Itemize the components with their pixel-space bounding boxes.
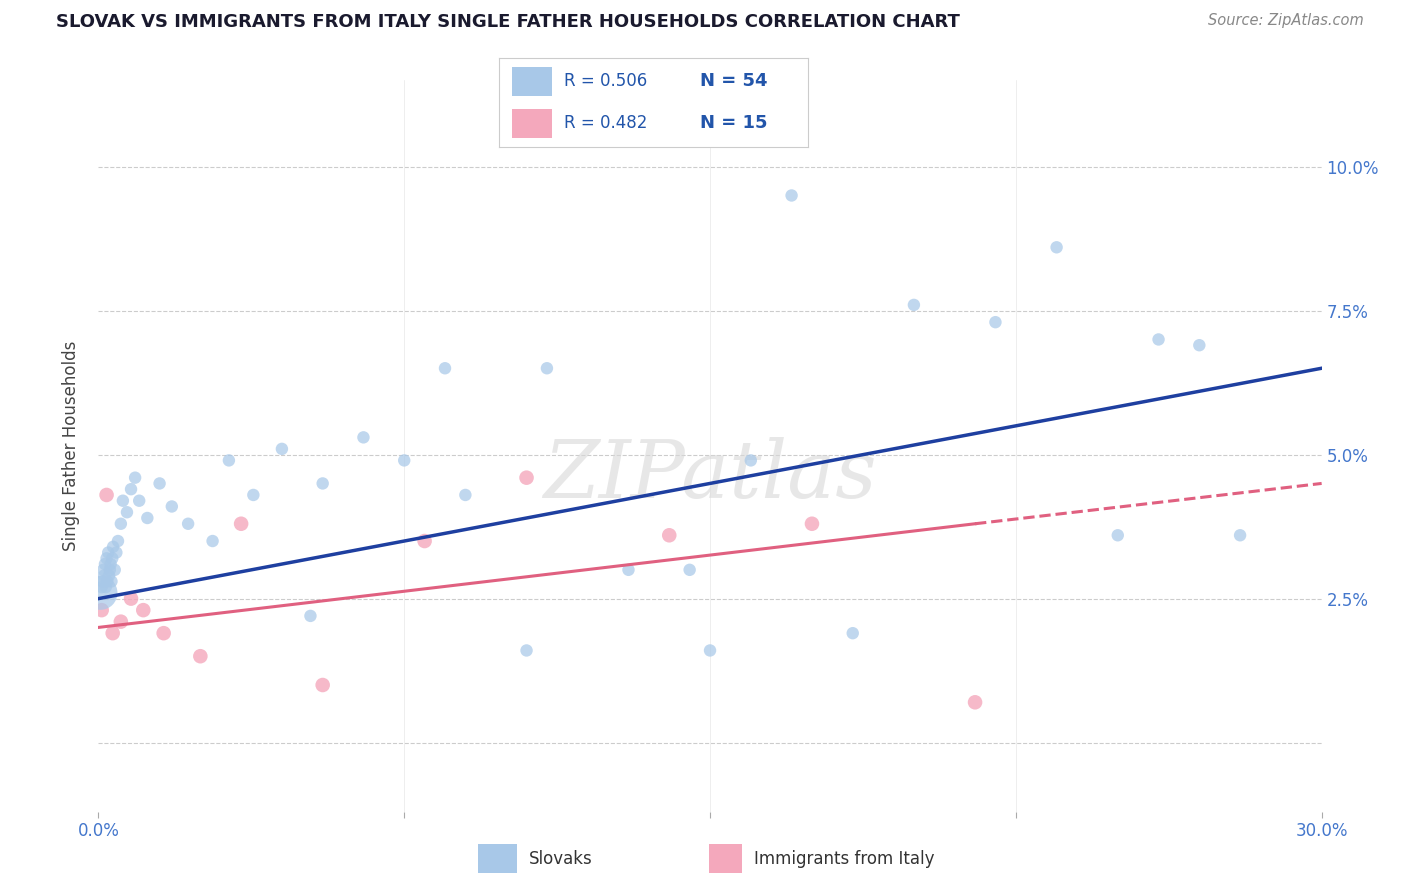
Point bbox=[312, 678, 335, 692]
Point bbox=[93, 568, 115, 582]
Point bbox=[516, 643, 538, 657]
Point bbox=[152, 626, 174, 640]
Point bbox=[536, 361, 558, 376]
Point bbox=[188, 649, 212, 664]
Point bbox=[96, 488, 118, 502]
Point bbox=[149, 476, 172, 491]
Point bbox=[98, 563, 121, 577]
Point bbox=[101, 551, 124, 566]
Point bbox=[110, 615, 132, 629]
Point bbox=[91, 563, 114, 577]
Point bbox=[1045, 240, 1069, 254]
Point bbox=[90, 580, 112, 594]
Point bbox=[270, 442, 294, 456]
Point bbox=[115, 505, 138, 519]
Point bbox=[965, 695, 987, 709]
Text: Source: ZipAtlas.com: Source: ZipAtlas.com bbox=[1208, 13, 1364, 29]
Point bbox=[100, 574, 122, 589]
Point bbox=[903, 298, 925, 312]
FancyBboxPatch shape bbox=[512, 109, 551, 138]
FancyBboxPatch shape bbox=[512, 67, 551, 96]
Text: N = 54: N = 54 bbox=[700, 72, 768, 90]
Point bbox=[94, 580, 117, 594]
Point bbox=[120, 591, 142, 606]
Point bbox=[433, 361, 456, 376]
Point bbox=[104, 563, 127, 577]
Point bbox=[132, 603, 155, 617]
Text: N = 15: N = 15 bbox=[700, 114, 768, 132]
Point bbox=[740, 453, 762, 467]
Point bbox=[413, 534, 436, 549]
Point bbox=[658, 528, 681, 542]
Point bbox=[299, 608, 322, 623]
Point bbox=[1147, 333, 1170, 347]
Point bbox=[96, 574, 118, 589]
Point bbox=[111, 493, 134, 508]
Text: ZIPatlas: ZIPatlas bbox=[543, 436, 877, 514]
Text: SLOVAK VS IMMIGRANTS FROM ITALY SINGLE FATHER HOUSEHOLDS CORRELATION CHART: SLOVAK VS IMMIGRANTS FROM ITALY SINGLE F… bbox=[56, 13, 960, 31]
Point bbox=[617, 563, 640, 577]
Point bbox=[231, 516, 253, 531]
Point bbox=[136, 511, 159, 525]
Point bbox=[352, 430, 374, 444]
Point bbox=[516, 471, 538, 485]
Point bbox=[96, 551, 118, 566]
Point bbox=[242, 488, 264, 502]
Point bbox=[699, 643, 721, 657]
Point bbox=[94, 557, 117, 571]
Point bbox=[97, 545, 120, 559]
Point bbox=[1188, 338, 1211, 352]
Point bbox=[101, 540, 124, 554]
FancyBboxPatch shape bbox=[709, 844, 742, 873]
Point bbox=[312, 476, 335, 491]
Point bbox=[100, 557, 122, 571]
Point bbox=[105, 545, 128, 559]
Y-axis label: Single Father Households: Single Father Households bbox=[62, 341, 80, 551]
Point bbox=[160, 500, 183, 514]
Point bbox=[454, 488, 477, 502]
Point bbox=[110, 516, 132, 531]
Text: Immigrants from Italy: Immigrants from Italy bbox=[754, 849, 934, 868]
Point bbox=[120, 482, 142, 496]
Point bbox=[218, 453, 240, 467]
Text: R = 0.506: R = 0.506 bbox=[564, 72, 647, 90]
Text: R = 0.482: R = 0.482 bbox=[564, 114, 647, 132]
Point bbox=[107, 534, 129, 549]
Point bbox=[679, 563, 702, 577]
Point bbox=[1229, 528, 1251, 542]
Point bbox=[841, 626, 863, 640]
Point bbox=[177, 516, 200, 531]
Text: Slovaks: Slovaks bbox=[529, 849, 592, 868]
FancyBboxPatch shape bbox=[478, 844, 517, 873]
Point bbox=[984, 315, 1007, 329]
Point bbox=[128, 493, 150, 508]
Point bbox=[90, 603, 112, 617]
Point bbox=[98, 568, 121, 582]
Point bbox=[101, 626, 124, 640]
Point bbox=[91, 574, 114, 589]
Point bbox=[124, 471, 146, 485]
Point bbox=[780, 188, 803, 202]
Point bbox=[801, 516, 824, 531]
Point bbox=[89, 586, 111, 600]
Point bbox=[201, 534, 224, 549]
Point bbox=[392, 453, 416, 467]
Point bbox=[1107, 528, 1129, 542]
